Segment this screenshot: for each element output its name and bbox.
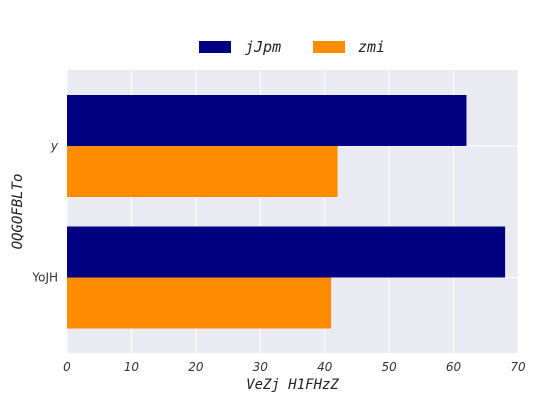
x-tick-label: 60 bbox=[446, 360, 462, 374]
x-tick-label: 70 bbox=[510, 360, 526, 374]
legend-label-jjpm: jJpm bbox=[245, 38, 281, 56]
legend: jJpm zmi bbox=[199, 38, 385, 56]
x-axis-title: VeZj H1FHzZ bbox=[246, 377, 339, 393]
y-tick-label: YoJH bbox=[31, 271, 58, 285]
x-tick-label: 40 bbox=[317, 360, 333, 374]
legend-swatch-zmi bbox=[313, 41, 345, 53]
legend-swatch-jjpm bbox=[199, 41, 231, 53]
x-tick-label: 20 bbox=[188, 360, 204, 374]
bar-jjpm-y bbox=[67, 95, 466, 146]
bar-zmi-yojh bbox=[67, 278, 331, 329]
x-tick-label: 50 bbox=[382, 360, 398, 374]
y-tick-labels: y YoJH bbox=[31, 139, 59, 285]
x-tick-label: 30 bbox=[253, 360, 269, 374]
bar-zmi-y bbox=[67, 146, 338, 197]
y-axis-title: OQGOFBLTo bbox=[10, 174, 26, 250]
x-tick-label: 10 bbox=[124, 360, 140, 374]
y-tick-label: y bbox=[50, 139, 59, 153]
x-tick-labels: 0 10 20 30 40 50 60 70 bbox=[63, 360, 526, 374]
x-tick-label: 0 bbox=[63, 360, 71, 374]
legend-label-zmi: zmi bbox=[358, 38, 385, 56]
bar-jjpm-yojh bbox=[67, 227, 505, 278]
